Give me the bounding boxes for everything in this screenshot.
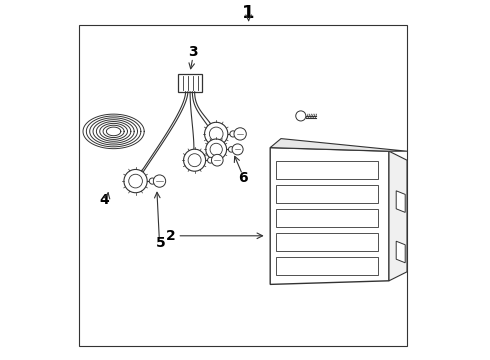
Polygon shape [275, 233, 378, 251]
Circle shape [153, 175, 166, 187]
Bar [178, 74, 202, 92]
Circle shape [204, 122, 228, 145]
Circle shape [296, 111, 306, 121]
Text: 5: 5 [155, 236, 165, 250]
Text: 3: 3 [188, 45, 197, 59]
Polygon shape [275, 257, 378, 275]
Polygon shape [275, 209, 378, 227]
Circle shape [209, 127, 223, 141]
Circle shape [149, 178, 155, 184]
Circle shape [232, 144, 243, 155]
Circle shape [210, 143, 222, 156]
Circle shape [129, 174, 143, 188]
Circle shape [206, 139, 226, 160]
Polygon shape [270, 139, 407, 151]
Polygon shape [270, 148, 389, 284]
Text: 6: 6 [239, 171, 248, 185]
Circle shape [208, 157, 213, 163]
Circle shape [234, 128, 246, 140]
Polygon shape [396, 191, 405, 212]
Polygon shape [389, 151, 407, 281]
Text: 2: 2 [166, 229, 176, 243]
Circle shape [212, 154, 223, 166]
Bar [79, 25, 407, 346]
Circle shape [184, 149, 206, 171]
Circle shape [230, 131, 236, 137]
Circle shape [188, 154, 201, 167]
Circle shape [124, 170, 147, 193]
Polygon shape [275, 161, 378, 179]
Circle shape [228, 147, 234, 152]
Polygon shape [396, 241, 405, 263]
Text: 4: 4 [99, 193, 109, 207]
Text: 1: 1 [243, 4, 255, 22]
Polygon shape [275, 185, 378, 203]
